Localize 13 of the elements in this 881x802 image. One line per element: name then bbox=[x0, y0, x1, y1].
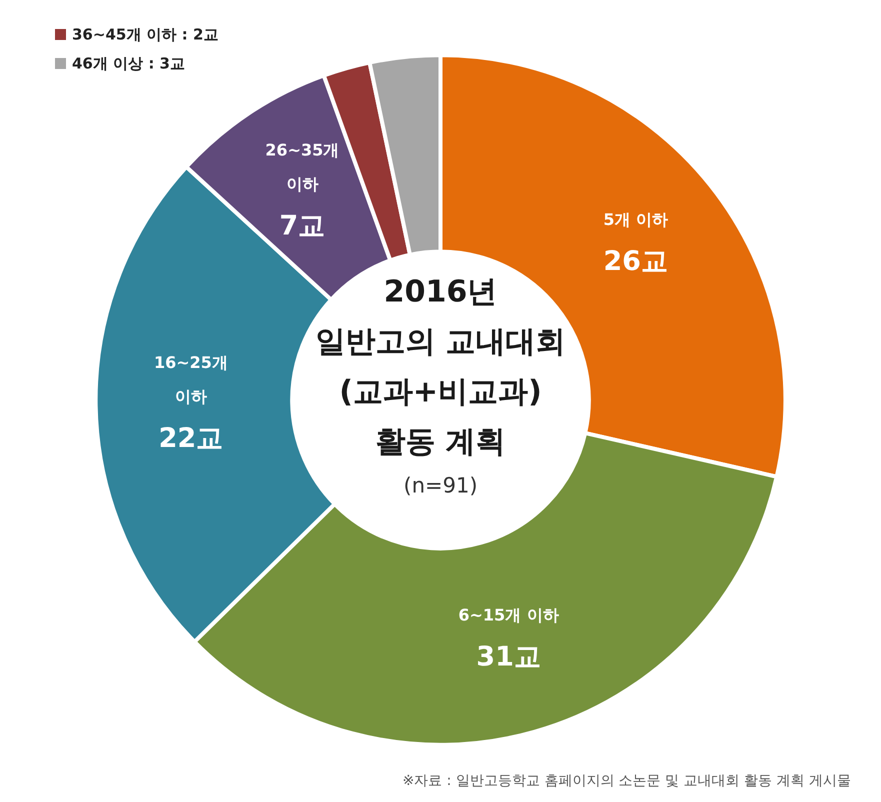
text: 2016년 일반고의 교내대회 (교과+비교과) 활동 계획 bbox=[315, 274, 566, 460]
slice-label: 26~35개 이하 bbox=[265, 140, 340, 194]
data-label: 7교 bbox=[279, 210, 326, 242]
text: (n=91) bbox=[403, 474, 478, 498]
data-label: 22교 bbox=[158, 422, 224, 454]
data-label: 31교 bbox=[476, 642, 541, 673]
legend-label: 36~45개 이하 : 2교 bbox=[72, 26, 218, 44]
slice-label: 5개 이하 bbox=[603, 210, 668, 229]
data-label: 26교 bbox=[603, 246, 668, 277]
slice-label: 6~15개 이하 bbox=[458, 606, 559, 625]
text: ※자료 : 일반고등학교 홈페이지의 소논문 및 교내대회 활동 계획 게시물 bbox=[402, 773, 851, 789]
slice-label: 16~25개 이하 bbox=[154, 352, 228, 406]
legend-label: 46개 이상 : 3교 bbox=[72, 54, 185, 72]
